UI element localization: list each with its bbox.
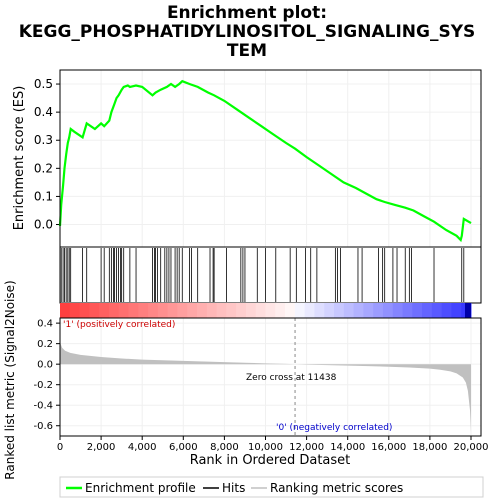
color-band-segment	[363, 303, 374, 318]
color-band-segment	[441, 303, 452, 318]
color-band-segment	[148, 303, 159, 318]
chart-title-line-3: TEM	[227, 41, 267, 61]
color-band-segment	[382, 303, 394, 318]
ranking-x-tick-label-6: 12,000	[289, 442, 324, 453]
color-band-end	[465, 303, 471, 318]
enrichment-profile-line	[58, 79, 472, 243]
ranking-x-tick-label-10: 20,000	[454, 442, 489, 453]
ranking-x-tick-label-7: 14,000	[330, 442, 365, 453]
ranking-x-tick-label-8: 16,000	[371, 442, 406, 453]
ranking-x-tick-label-5: 10,000	[248, 442, 283, 453]
color-band-segment	[69, 303, 81, 318]
color-band-segment	[392, 303, 403, 318]
color-band-segment	[118, 303, 129, 318]
ranking-y-tick-label-2: -0.2	[33, 380, 53, 391]
zero-cross-label: Zero cross at 11438	[246, 373, 337, 383]
color-band-segment	[216, 303, 227, 318]
color-band-segment	[353, 303, 364, 318]
color-band-segment	[451, 303, 462, 318]
color-band-segment	[324, 303, 335, 318]
ranking-panel-background	[60, 318, 481, 436]
chart-title-line-1: Enrichment plot:	[167, 3, 327, 23]
ranking-x-tick-label-2: 4,000	[128, 442, 157, 453]
chart-legend: Enrichment profile Hits Ranking metric s…	[59, 476, 484, 498]
enrichment-panel-background	[60, 70, 481, 247]
color-band-segment	[275, 303, 286, 318]
color-band-segment	[206, 303, 218, 318]
ranking-panel-frame	[59, 317, 482, 437]
color-band-segment	[167, 303, 178, 318]
legend-enrichment-label: Enrichment profile	[85, 481, 196, 495]
ranking-metric-area	[60, 337, 471, 432]
positive-correlation-label: '1' (positively correlated)	[63, 320, 175, 330]
ranking-x-axis-label: Rank in Ordered Dataset	[190, 453, 351, 468]
ranking-y-ticks: -0.6 -0.4 -0.2 0.0 0.2 0.4	[33, 319, 60, 432]
enrichment-y-ticks: 0.0 0.1 0.2 0.3 0.4 0.5	[34, 77, 60, 232]
color-band-segment	[128, 303, 139, 318]
enrichment-grid	[59, 70, 481, 247]
hits-panel	[59, 246, 482, 304]
color-band-segment	[314, 303, 325, 318]
color-band-segment	[99, 303, 110, 318]
ranking-y-tick-label-5: 0.4	[37, 319, 53, 330]
ranking-x-tick-label-1: 2,000	[87, 442, 116, 453]
color-band-segment	[60, 303, 71, 318]
legend-hits-label: Hits	[222, 481, 245, 495]
color-band-segment	[245, 303, 257, 318]
ranking-x-tick-label-3: 6,000	[169, 442, 198, 453]
color-band-segment	[334, 303, 345, 318]
enrichment-panel: 0.0 0.1 0.2 0.3 0.4 0.5	[34, 69, 482, 248]
ranking-y-tick-label-4: 0.2	[37, 339, 53, 350]
color-band-segment	[138, 303, 149, 318]
ranking-x-tick-label-0: 0	[57, 442, 63, 453]
color-band-segment	[226, 303, 237, 318]
ranking-metric-panel: -0.6 -0.4 -0.2 0.0 0.2 0.4 0 2,000 4,000 6,000 8,…	[33, 317, 489, 453]
color-band-segment	[304, 303, 315, 318]
color-band-segment	[157, 303, 169, 318]
color-band-segment	[255, 303, 266, 318]
ranking-x-tick-label-4: 8,000	[210, 442, 239, 453]
enrichment-y-tick-label-4: 0.4	[34, 105, 53, 119]
ranking-x-ticks: 0 2,000 4,000 6,000 8,000 10,000 12,000 14,000 1…	[57, 436, 489, 453]
ranking-y-tick-label-1: -0.4	[33, 401, 53, 412]
hits-panel-background	[60, 247, 481, 303]
color-band-segment	[187, 303, 198, 318]
enrichment-y-tick-label-2: 0.2	[34, 161, 53, 175]
color-band-segment	[177, 303, 188, 318]
color-band-segment	[431, 303, 443, 318]
hit-markers	[60, 248, 465, 302]
enrichment-y-tick-label-0: 0.0	[34, 218, 53, 232]
color-band-segment	[108, 303, 120, 318]
enrichment-y-axis-label: Enrichment score (ES)	[12, 86, 27, 231]
color-band-segment	[236, 303, 247, 318]
ranking-y-axis-label: Ranked list metric (Signal2Noise)	[3, 280, 17, 479]
color-band-segment	[422, 303, 433, 318]
color-band-segment	[285, 303, 296, 318]
ranking-x-tick-label-9: 18,000	[412, 442, 447, 453]
color-band-segment	[79, 303, 90, 318]
legend-ranking-label: Ranking metric scores	[270, 481, 403, 495]
color-band-segment	[265, 303, 276, 318]
color-band-segment	[412, 303, 423, 318]
negative-correlation-label: '0' (negatively correlated)	[276, 423, 392, 433]
correlation-color-band	[60, 303, 472, 318]
ranking-y-tick-label-3: 0.0	[37, 360, 53, 371]
enrichment-y-tick-label-3: 0.3	[34, 133, 53, 147]
color-band-segment	[402, 303, 413, 318]
legend-box	[59, 476, 484, 498]
enrichment-y-tick-label-1: 0.1	[34, 189, 53, 203]
color-band-segment	[89, 303, 100, 318]
color-band-segment	[343, 303, 355, 318]
color-band-segment	[373, 303, 384, 318]
color-band-segment	[197, 303, 208, 318]
chart-title-line-2: KEGG_PHOSPHATIDYLINOSITOL_SIGNALING_SYS	[19, 22, 476, 42]
color-band-segment	[294, 303, 306, 318]
enrichment-y-tick-label-5: 0.5	[34, 77, 53, 91]
ranking-y-tick-label-0: -0.6	[33, 421, 53, 432]
